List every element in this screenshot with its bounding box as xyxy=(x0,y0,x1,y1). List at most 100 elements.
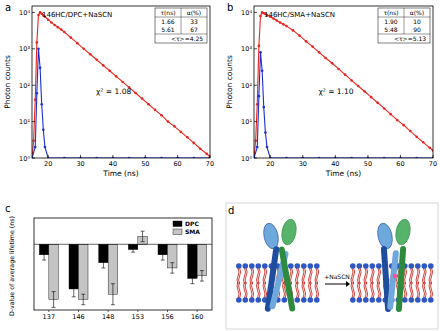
y-tick xyxy=(32,12,35,13)
x-axis-label: Time (ns) xyxy=(325,169,361,178)
x-tick-label: 40 xyxy=(331,160,339,168)
lipid-tail xyxy=(431,268,433,284)
data-point xyxy=(115,75,118,78)
x-tick-label: 70 xyxy=(206,160,214,168)
x-tick xyxy=(177,155,178,158)
figure: 20304050607010⁰10¹10²10³10⁴Time (ns)Phot… xyxy=(0,0,440,331)
data-point xyxy=(36,41,39,44)
lipid-head xyxy=(357,297,363,303)
annotation: 146HC/DPC+NaSCN xyxy=(42,11,112,19)
error-stem xyxy=(201,271,202,282)
x-tick-label: 156 xyxy=(161,313,173,321)
x-tick xyxy=(270,155,271,158)
data-point xyxy=(82,48,85,51)
lipid-head xyxy=(350,297,356,303)
lipid-head xyxy=(409,297,415,303)
error-stem xyxy=(162,250,163,261)
fit-table-cell: 1.66 xyxy=(161,18,175,25)
data-point xyxy=(186,136,189,139)
lipid-tail xyxy=(304,268,306,284)
lipid-tail xyxy=(317,282,319,298)
error-cap xyxy=(170,273,174,274)
lipid-head xyxy=(409,263,415,269)
y-tick-label: 10² xyxy=(241,82,252,90)
data-point xyxy=(376,101,379,104)
lipid-tail xyxy=(405,282,407,298)
lipid-tail xyxy=(252,268,254,284)
lipid-head xyxy=(255,263,261,269)
lipid-tail xyxy=(405,268,407,284)
fit-table-box xyxy=(155,8,207,43)
data-point xyxy=(389,113,392,116)
lipid-tail xyxy=(265,282,267,298)
data-point xyxy=(160,114,163,117)
x-tick xyxy=(112,155,113,158)
data-point xyxy=(259,51,262,54)
lipid-head xyxy=(363,263,369,269)
annotation: χ² = 1.08 xyxy=(96,87,131,96)
data-point xyxy=(32,139,35,142)
x-tick xyxy=(197,310,198,312)
zero-line xyxy=(34,244,212,245)
error-bar xyxy=(200,271,204,282)
fit-table-rule xyxy=(404,8,405,34)
ligand xyxy=(393,274,397,278)
error-cap xyxy=(72,296,76,297)
lipid-head xyxy=(376,297,382,303)
data-point xyxy=(258,95,261,98)
decay-line xyxy=(254,52,433,158)
protein-helix xyxy=(278,246,295,312)
lipid-head xyxy=(249,297,255,303)
lipid-head xyxy=(428,297,434,303)
data-point xyxy=(50,21,53,24)
x-tick xyxy=(400,155,401,158)
lipid-tail xyxy=(418,268,420,284)
error-bar xyxy=(72,281,76,297)
x-tick-label: 137 xyxy=(43,313,55,321)
y-tick-label: 10² xyxy=(19,82,30,90)
data-point xyxy=(167,120,170,123)
data-point xyxy=(415,136,418,139)
data-point xyxy=(422,141,425,144)
x-tick xyxy=(48,155,49,158)
fit-table-header: α(%) xyxy=(187,9,201,16)
lipid-tail xyxy=(359,268,361,284)
fit-table-cell: 5.61 xyxy=(161,26,175,33)
error-stem xyxy=(73,281,74,297)
protein-helix xyxy=(396,246,407,312)
lipid-head xyxy=(308,297,314,303)
lipid-head xyxy=(370,297,376,303)
lipid-head xyxy=(402,297,408,303)
error-cap xyxy=(161,249,165,250)
data-point xyxy=(141,97,144,100)
lipid-tail xyxy=(291,268,293,284)
lipid-head xyxy=(288,263,294,269)
data-point xyxy=(261,69,264,72)
legend-swatch xyxy=(173,221,182,227)
x-tick-label: 40 xyxy=(109,160,117,168)
data-point xyxy=(193,142,196,145)
data-point xyxy=(199,147,202,150)
lipid-head xyxy=(350,263,356,269)
data-point xyxy=(383,107,386,110)
lipid-tail xyxy=(353,268,355,284)
data-point xyxy=(173,125,176,128)
lipid-head xyxy=(249,263,255,269)
data-point xyxy=(102,64,105,67)
data-point xyxy=(357,85,360,88)
lipid-tail xyxy=(304,282,306,298)
x-tick xyxy=(78,310,79,312)
lipid-head xyxy=(236,263,242,269)
error-cap xyxy=(141,241,145,242)
data-point xyxy=(305,40,308,43)
data-point xyxy=(37,48,40,51)
data-point xyxy=(39,67,42,70)
fit-table-box xyxy=(378,8,430,43)
data-point xyxy=(259,15,262,18)
lipid-tail xyxy=(372,282,374,298)
y-tick-label: 10³ xyxy=(241,45,252,53)
error-cap xyxy=(42,260,46,261)
data-point xyxy=(428,147,431,150)
data-point xyxy=(254,139,257,142)
lipid-head xyxy=(301,263,307,269)
